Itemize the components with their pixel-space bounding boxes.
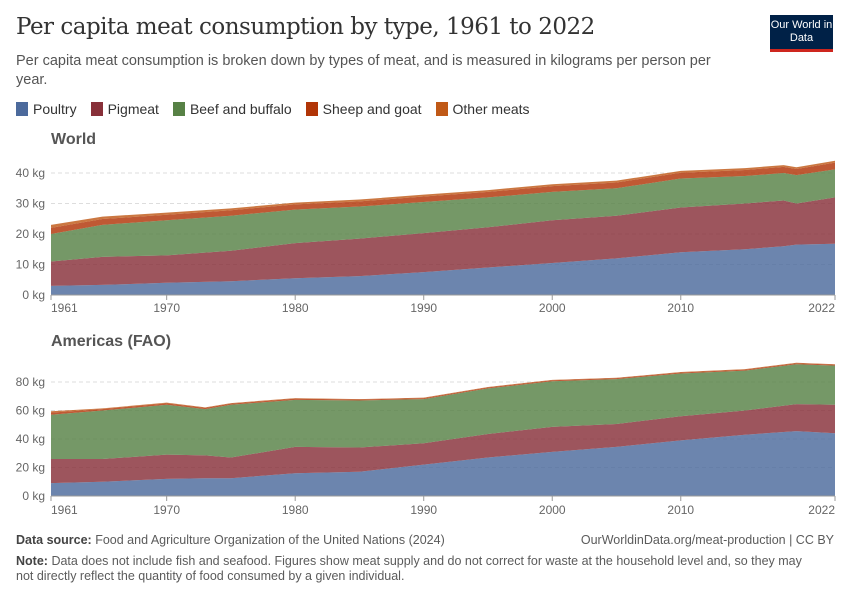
panel-title-world: World xyxy=(51,131,97,148)
x-tick-label: 1970 xyxy=(153,301,180,315)
data-source: Data source: Food and Agriculture Organi… xyxy=(16,533,445,547)
area-sheep-and-goat[interactable] xyxy=(51,363,835,415)
x-tick-label: 1980 xyxy=(282,301,309,315)
x-tick-label: 1990 xyxy=(410,503,437,517)
x-tick-label: 2022 xyxy=(808,301,835,315)
y-tick-label: 40 kg xyxy=(16,166,45,180)
area-poultry[interactable] xyxy=(51,243,835,295)
y-tick-label: 30 kg xyxy=(16,197,45,211)
panel-title-americas: Americas (FAO) xyxy=(51,333,172,350)
legend: Poultry Pigmeat Beef and buffalo Sheep a… xyxy=(16,101,530,117)
legend-item-sheep[interactable]: Sheep and goat xyxy=(305,101,422,117)
beef-swatch xyxy=(172,102,185,116)
y-tick-label: 20 kg xyxy=(16,227,45,241)
other-swatch xyxy=(435,102,448,116)
x-tick-label: 2010 xyxy=(667,301,694,315)
source-url-link[interactable]: OurWorldinData.org/meat-production | CC … xyxy=(580,533,834,547)
x-tick-label: 1961 xyxy=(51,503,78,517)
x-tick-label: 1990 xyxy=(410,301,437,315)
legend-item-pigmeat[interactable]: Pigmeat xyxy=(90,101,159,117)
area-sheep-and-goat[interactable] xyxy=(51,162,835,234)
area-other-meats[interactable] xyxy=(51,362,835,413)
x-tick-label: 2000 xyxy=(539,503,566,517)
poultry-swatch xyxy=(16,102,28,116)
area-pigmeat[interactable] xyxy=(51,404,835,484)
sheep-swatch xyxy=(305,102,318,116)
area-other-meats[interactable] xyxy=(51,160,835,228)
x-tick-label: 2010 xyxy=(667,503,694,517)
y-tick-label: 0 kg xyxy=(22,288,45,302)
y-tick-label: 20 kg xyxy=(16,461,45,475)
note-text: Data does not include fish and seafood. … xyxy=(16,554,802,583)
area-pigmeat[interactable] xyxy=(51,197,835,286)
legend-label: Other meats xyxy=(452,101,530,117)
x-tick-label: 2022 xyxy=(808,503,835,517)
legend-label: Pigmeat xyxy=(107,101,159,117)
legend-item-other[interactable]: Other meats xyxy=(435,101,530,117)
area-beef-and-buffalo[interactable] xyxy=(51,364,835,459)
legend-item-poultry[interactable]: Poultry xyxy=(16,101,77,117)
x-tick-label: 1970 xyxy=(153,503,180,517)
y-tick-label: 10 kg xyxy=(16,258,45,272)
y-tick-label: 80 kg xyxy=(16,375,45,389)
x-tick-label: 1980 xyxy=(282,503,309,517)
legend-label: Sheep and goat xyxy=(322,101,422,117)
legend-label: Poultry xyxy=(33,101,77,117)
x-tick-label: 1961 xyxy=(51,301,78,315)
area-poultry[interactable] xyxy=(51,431,835,496)
y-tick-label: 0 kg xyxy=(22,489,45,503)
y-tick-label: 60 kg xyxy=(16,404,45,418)
legend-label: Beef and buffalo xyxy=(189,101,292,117)
chart-subtitle: Per capita meat consumption is broken do… xyxy=(16,53,711,88)
legend-item-beef[interactable]: Beef and buffalo xyxy=(172,101,292,117)
y-tick-label: 40 kg xyxy=(16,432,45,446)
chart-title: Per capita meat consumption by type, 196… xyxy=(16,14,595,40)
source-text: Food and Agriculture Organization of the… xyxy=(95,533,445,547)
pigmeat-swatch xyxy=(90,102,103,116)
owid-logo[interactable]: Our World in Data xyxy=(770,15,833,52)
x-tick-label: 2000 xyxy=(539,301,566,315)
note: Note: Data does not include fish and sea… xyxy=(16,554,802,583)
area-beef-and-buffalo[interactable] xyxy=(51,169,835,262)
